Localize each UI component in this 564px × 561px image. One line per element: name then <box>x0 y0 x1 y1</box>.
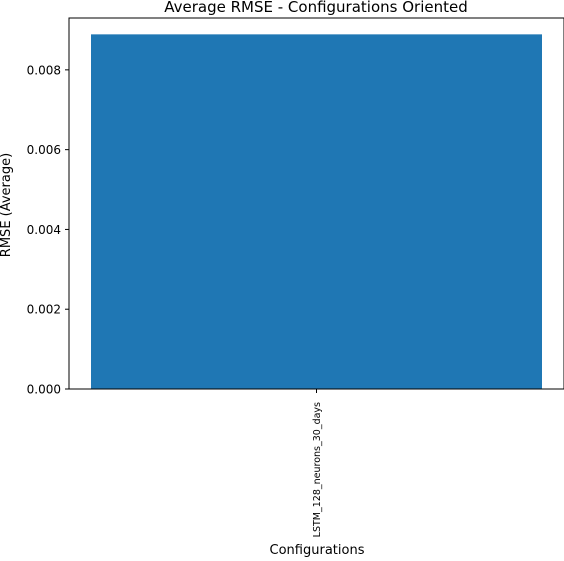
chart-title: Average RMSE - Configurations Oriented <box>164 0 468 16</box>
y-tick-label: 0.006 <box>27 143 61 157</box>
y-ticks-layer: 0.000 0.002 0.004 0.006 0.008 <box>27 63 69 397</box>
bars-layer <box>91 34 542 389</box>
y-tick-label: 0.004 <box>27 223 61 237</box>
x-axis-label: Configurations <box>270 543 365 557</box>
y-tick-label: 0.008 <box>27 63 61 77</box>
y-axis-label: RMSE (Average) <box>0 153 14 257</box>
x-ticks-layer: LSTM_128_neurons_30_days <box>312 389 323 537</box>
y-tick-label: 0.002 <box>27 303 61 317</box>
bar <box>91 34 542 389</box>
x-tick-label: LSTM_128_neurons_30_days <box>312 402 323 537</box>
plot-area-frame <box>68 17 564 390</box>
y-tick-label: 0.000 <box>27 383 61 397</box>
